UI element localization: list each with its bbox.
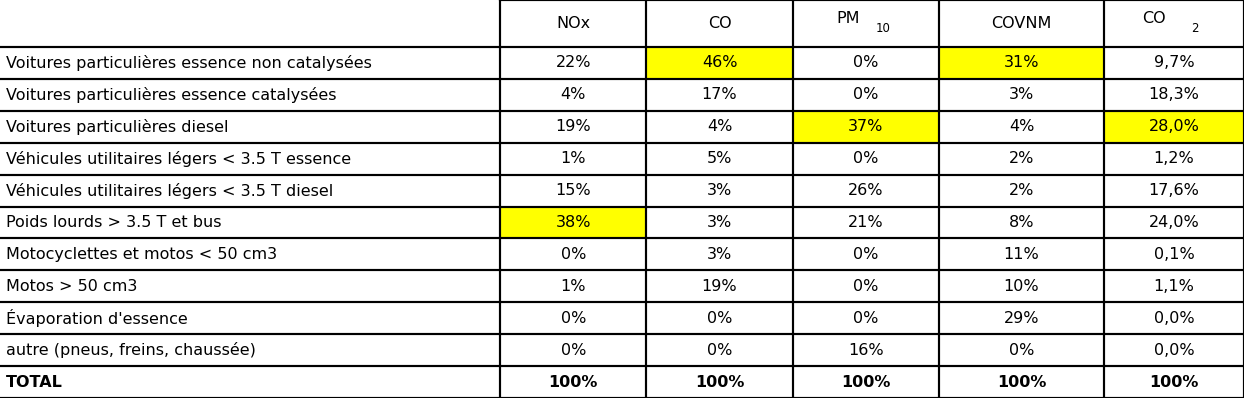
Text: 4%: 4% — [1009, 119, 1034, 134]
Text: 4%: 4% — [707, 119, 733, 134]
Text: 17,6%: 17,6% — [1148, 183, 1199, 198]
Text: 0%: 0% — [853, 151, 878, 166]
Text: 0%: 0% — [561, 247, 586, 262]
Text: 2%: 2% — [1009, 151, 1034, 166]
Text: 31%: 31% — [1004, 55, 1039, 70]
Text: 11%: 11% — [1004, 247, 1039, 262]
Text: 3%: 3% — [707, 215, 733, 230]
Text: 9,7%: 9,7% — [1153, 55, 1194, 70]
Text: 0,0%: 0,0% — [1153, 343, 1194, 358]
Bar — [792, 111, 939, 143]
Text: 10: 10 — [876, 22, 891, 35]
Text: 100%: 100% — [1149, 375, 1199, 390]
Text: 29%: 29% — [1004, 311, 1039, 326]
Text: 37%: 37% — [848, 119, 883, 134]
Text: 100%: 100% — [549, 375, 598, 390]
Text: 2%: 2% — [1009, 183, 1034, 198]
Text: TOTAL: TOTAL — [6, 375, 63, 390]
Text: Voitures particulières essence non catalysées: Voitures particulières essence non catal… — [6, 55, 372, 71]
Text: 1%: 1% — [561, 279, 586, 294]
Text: 100%: 100% — [841, 375, 891, 390]
Text: Véhicules utilitaires légers < 3.5 T essence: Véhicules utilitaires légers < 3.5 T ess… — [6, 151, 351, 167]
Text: 0%: 0% — [853, 55, 878, 70]
Text: 0%: 0% — [561, 311, 586, 326]
Text: 0%: 0% — [707, 311, 733, 326]
Text: 100%: 100% — [695, 375, 744, 390]
Text: 8%: 8% — [1009, 215, 1034, 230]
Text: 21%: 21% — [848, 215, 883, 230]
Text: 19%: 19% — [555, 119, 591, 134]
Text: 100%: 100% — [996, 375, 1046, 390]
Text: 15%: 15% — [555, 183, 591, 198]
Text: 4%: 4% — [561, 87, 586, 102]
Text: 22%: 22% — [556, 55, 591, 70]
Text: 3%: 3% — [1009, 87, 1034, 102]
Text: 18,3%: 18,3% — [1148, 87, 1199, 102]
Text: Voitures particulières essence catalysées: Voitures particulières essence catalysée… — [6, 87, 337, 103]
Text: 28,0%: 28,0% — [1148, 119, 1199, 134]
Text: 0%: 0% — [853, 311, 878, 326]
Text: NOx: NOx — [556, 16, 591, 31]
Text: Évaporation d'essence: Évaporation d'essence — [6, 309, 188, 327]
Text: 24,0%: 24,0% — [1148, 215, 1199, 230]
Text: CO: CO — [708, 16, 731, 31]
Text: 0%: 0% — [853, 279, 878, 294]
Text: 1,1%: 1,1% — [1153, 279, 1194, 294]
Text: 1,2%: 1,2% — [1153, 151, 1194, 166]
Bar — [500, 207, 647, 238]
Text: 3%: 3% — [707, 183, 733, 198]
Text: 0,0%: 0,0% — [1153, 311, 1194, 326]
Text: Motos > 50 cm3: Motos > 50 cm3 — [6, 279, 138, 294]
Text: 5%: 5% — [707, 151, 733, 166]
Text: 16%: 16% — [848, 343, 883, 358]
Text: 46%: 46% — [702, 55, 738, 70]
Text: 10%: 10% — [1004, 279, 1039, 294]
Bar — [939, 47, 1103, 79]
Text: 17%: 17% — [702, 87, 738, 102]
Text: Poids lourds > 3.5 T et bus: Poids lourds > 3.5 T et bus — [6, 215, 221, 230]
Text: 0%: 0% — [707, 343, 733, 358]
Text: 0%: 0% — [853, 247, 878, 262]
Text: 26%: 26% — [848, 183, 883, 198]
Text: PM: PM — [836, 11, 860, 26]
Text: 1%: 1% — [561, 151, 586, 166]
Text: 0,1%: 0,1% — [1153, 247, 1194, 262]
Bar — [1103, 111, 1244, 143]
Text: COVNM: COVNM — [991, 16, 1051, 31]
Text: 0%: 0% — [561, 343, 586, 358]
Text: 0%: 0% — [853, 87, 878, 102]
Text: autre (pneus, freins, chaussée): autre (pneus, freins, chaussée) — [6, 342, 256, 358]
Text: 2: 2 — [1192, 22, 1199, 35]
Text: Motocyclettes et motos < 50 cm3: Motocyclettes et motos < 50 cm3 — [6, 247, 277, 262]
Text: 19%: 19% — [702, 279, 738, 294]
Bar — [647, 47, 792, 79]
Text: 38%: 38% — [556, 215, 591, 230]
Text: Véhicules utilitaires légers < 3.5 T diesel: Véhicules utilitaires légers < 3.5 T die… — [6, 183, 333, 199]
Text: 3%: 3% — [707, 247, 733, 262]
Text: Voitures particulières diesel: Voitures particulières diesel — [6, 119, 229, 135]
Text: 0%: 0% — [1009, 343, 1034, 358]
Text: CO: CO — [1142, 11, 1166, 26]
